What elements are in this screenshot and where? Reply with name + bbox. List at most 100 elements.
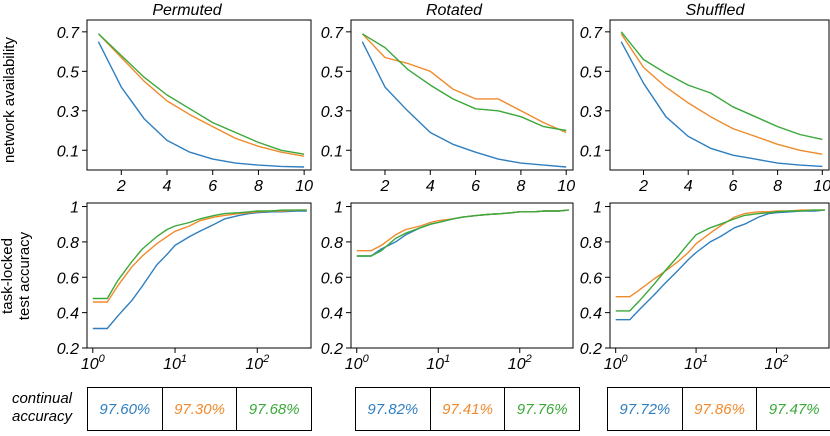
y-tick-label: 1 [334, 200, 343, 217]
x-tick-label: 101 [426, 353, 450, 373]
y-tick-label: 0.2 [580, 341, 602, 358]
series-line-blue [92, 210, 307, 330]
series-line-green [615, 209, 825, 312]
x-tick-label: 8 [773, 178, 782, 195]
plot-frame [350, 19, 574, 171]
accuracy-label-line2: accuracy [11, 408, 73, 425]
series-line-orange [92, 209, 307, 303]
series-line-blue [615, 209, 825, 321]
y-tick-label: 0.8 [57, 235, 79, 252]
y-tick-label: 0.7 [321, 25, 344, 42]
accuracy-value-green: 97.76% [516, 400, 568, 418]
chart-panel: 0.1 0.3 0.5 0.7 2 4 6 8 10 [580, 19, 830, 195]
continual-label-line1: continual [11, 390, 73, 407]
chart-panel: 0.1 0.3 0.5 0.7 2 4 6 8 10 [321, 19, 575, 195]
x-tick-label: 6 [728, 178, 737, 195]
accuracy-value-orange: 97.30% [163, 388, 238, 430]
y-tick-label: 0.8 [580, 235, 602, 252]
series-line-green [356, 209, 569, 257]
x-tick-label: 102 [508, 353, 532, 373]
ylabel-task-locked: task-locked [0, 238, 16, 314]
series-line-blue [620, 41, 823, 168]
x-tick-label: 101 [684, 353, 708, 373]
plot-frame [86, 19, 312, 171]
x-tick-label: 102 [765, 353, 789, 373]
y-tick-label: 0.6 [580, 270, 602, 287]
y-tick-label: 0.1 [321, 143, 343, 160]
y-tick-label: 0.5 [580, 64, 602, 81]
plot-frame [609, 202, 830, 349]
plot-frame [86, 202, 312, 349]
panel-title-permuted: Permuted [152, 2, 222, 19]
series-line-orange [361, 33, 567, 134]
accuracy-value-green: 97.68% [248, 400, 300, 418]
y-tick-label: 1 [593, 200, 602, 217]
x-tick-label: 102 [245, 353, 269, 373]
accuracy-value-blue: 97.82% [356, 388, 431, 430]
y-tick-label: 0.5 [57, 64, 79, 81]
x-tick-label: 100 [345, 353, 370, 373]
series-line-green [92, 209, 307, 300]
x-tick-label: 2 [638, 178, 648, 195]
y-tick-label: 0.6 [321, 270, 343, 287]
y-tick-label: 0.7 [57, 25, 80, 42]
series-line-blue [97, 41, 305, 168]
series-line-orange [615, 209, 825, 298]
series-line-green [620, 31, 823, 141]
y-tick-label: 0.1 [57, 143, 79, 160]
accuracy-value-green: 97.47% [768, 400, 820, 418]
y-tick-label: 0.7 [580, 25, 603, 42]
continual-accuracy-box-rotated: 97.82% 97.41% 97.76% [355, 387, 580, 431]
accuracy-value-blue: 97.60% [88, 388, 163, 430]
x-tick-label: 10 [295, 178, 313, 195]
y-tick-label: 0.5 [321, 64, 343, 81]
chart-panel: 0.2 0.4 0.6 0.8 1 100 101 102 [57, 200, 312, 373]
y-tick-label: 0.1 [580, 143, 602, 160]
series-line-blue [361, 41, 567, 168]
chart-panel: 0.2 0.4 0.6 0.8 1 100 101 102 [580, 200, 830, 373]
x-tick-label: 4 [684, 178, 693, 195]
x-tick-label: 101 [163, 353, 187, 373]
chart-panel: 0.1 0.3 0.5 0.7 2 4 6 8 10 [57, 19, 313, 195]
ylabel-test-accuracy: test accuracy [16, 231, 33, 320]
x-tick-label: 4 [163, 178, 172, 195]
plot-frame [609, 19, 830, 171]
continual-accuracy-box-shuffled: 97.72% 97.86% 97.47% [607, 387, 830, 431]
y-tick-label: 0.4 [580, 306, 602, 323]
series-line-green [97, 33, 305, 155]
x-tick-label: 8 [254, 178, 263, 195]
y-tick-label: 0.2 [321, 341, 343, 358]
continual-accuracy-box-permuted: 97.60% 97.30% 97.68% [87, 387, 312, 431]
x-tick-label: 8 [516, 178, 525, 195]
y-tick-label: 0.4 [321, 306, 343, 323]
series-line-green [361, 33, 567, 132]
y-tick-label: 0.3 [580, 104, 602, 121]
y-tick-label: 0.6 [57, 270, 79, 287]
continual-accuracy-label: continual accuracy [2, 390, 82, 426]
accuracy-value-blue: 97.72% [608, 388, 683, 430]
x-tick-label: 4 [426, 178, 435, 195]
plot-frame [350, 202, 574, 349]
y-tick-label: 0.4 [57, 306, 79, 323]
accuracy-value-orange: 97.41% [431, 388, 506, 430]
panel-title-rotated: Rotated [426, 2, 483, 19]
x-tick-label: 6 [471, 178, 480, 195]
x-tick-label: 6 [208, 178, 217, 195]
x-tick-label: 100 [81, 353, 106, 373]
y-tick-label: 0.8 [321, 235, 343, 252]
y-tick-label: 1 [70, 200, 79, 217]
series-line-orange [97, 33, 305, 157]
chart-panel: 0.2 0.4 0.6 0.8 1 100 101 102 [321, 200, 574, 373]
x-tick-label: 2 [380, 178, 390, 195]
x-tick-label: 2 [116, 178, 126, 195]
x-tick-label: 100 [604, 353, 629, 373]
y-tick-label: 0.3 [321, 104, 343, 121]
x-tick-label: 10 [813, 178, 830, 195]
y-tick-label: 0.3 [57, 104, 79, 121]
ylabel-network-availability: network availability [1, 37, 18, 163]
x-tick-label: 10 [557, 178, 575, 195]
panel-title-shuffled: Shuffled [686, 2, 746, 19]
y-tick-label: 0.2 [57, 341, 79, 358]
series-line-orange [620, 33, 823, 155]
